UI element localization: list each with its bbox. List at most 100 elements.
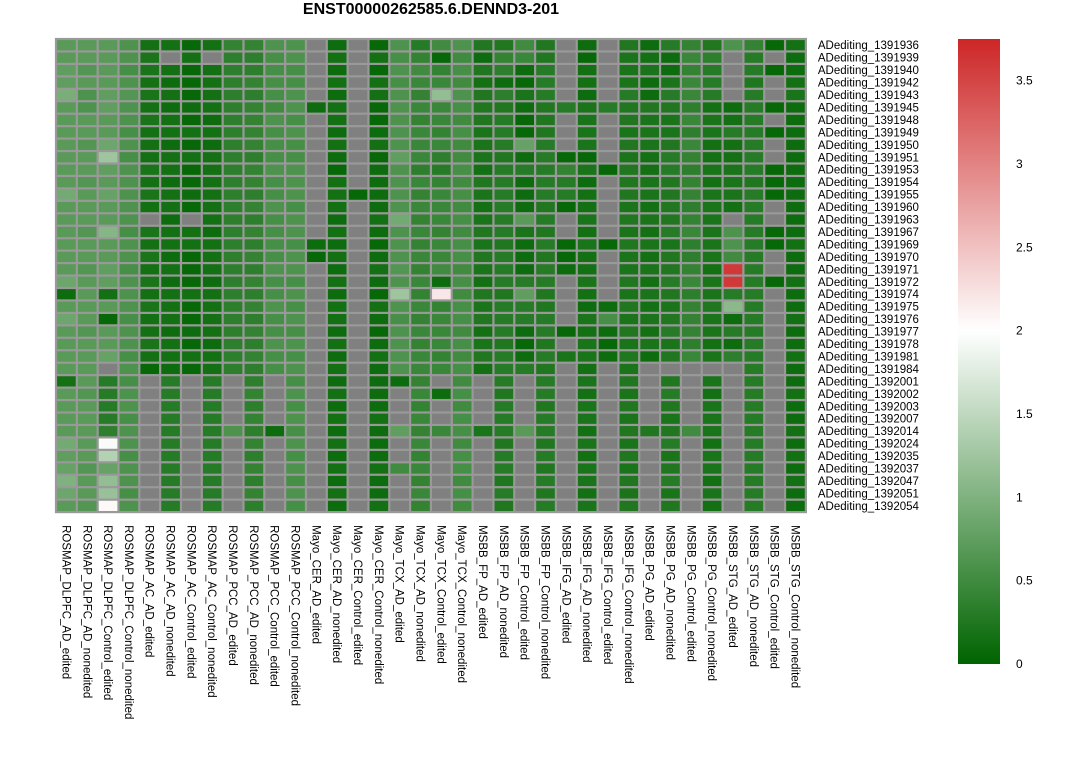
heatmap-cell <box>786 401 805 412</box>
heatmap-cell <box>265 77 285 88</box>
heatmap-cell <box>473 189 493 200</box>
heatmap-cell <box>57 89 76 101</box>
heatmap-cell <box>57 189 76 200</box>
heatmap-cell <box>161 475 180 487</box>
heatmap-cell <box>723 127 743 138</box>
heatmap-cell <box>577 65 597 76</box>
heatmap-cell <box>682 289 701 300</box>
heatmap-cell <box>57 77 76 88</box>
heatmap-cell <box>536 289 555 300</box>
heatmap-cell <box>619 450 639 462</box>
heatmap-cell <box>515 463 534 474</box>
heatmap-cell <box>452 475 472 487</box>
heatmap-cell <box>786 338 805 350</box>
heatmap-cell <box>536 351 555 362</box>
heatmap-cell <box>723 164 743 175</box>
column-label: MSBB_FP_Control_edited <box>518 525 530 660</box>
heatmap-cell <box>473 301 493 312</box>
column-label: ROSMAP_DLPFC_AD_nonedited <box>80 525 92 698</box>
heatmap-cell <box>682 450 701 462</box>
heatmap-cell <box>390 388 410 399</box>
heatmap-cell <box>682 251 701 262</box>
heatmap-cell <box>119 363 139 375</box>
heatmap-cell <box>598 52 618 63</box>
heatmap-cell <box>786 264 805 275</box>
heatmap-cell <box>473 314 493 325</box>
column-label: MSBB_PG_AD_edited <box>643 525 655 641</box>
heatmap-cell <box>744 201 764 213</box>
heatmap-cell <box>536 488 555 499</box>
heatmap-cell <box>494 201 514 213</box>
heatmap-cell <box>307 463 326 474</box>
heatmap-cell <box>432 52 451 63</box>
heatmap-cell <box>411 164 430 175</box>
heatmap-cell <box>702 438 722 449</box>
heatmap-cell <box>286 177 305 188</box>
heatmap-cell <box>702 251 722 262</box>
heatmap-cell <box>140 488 160 499</box>
heatmap-cell <box>161 251 180 262</box>
heatmap-cell <box>661 388 680 399</box>
heatmap-cell <box>765 65 784 76</box>
heatmap-cell <box>702 127 722 138</box>
heatmap-cell <box>619 388 639 399</box>
heatmap-cell <box>494 239 514 250</box>
heatmap-cell <box>536 475 555 487</box>
heatmap-cell <box>661 301 680 312</box>
heatmap-cell <box>327 314 347 325</box>
heatmap-cell <box>536 214 555 225</box>
heatmap-cell <box>452 500 472 511</box>
heatmap-cell <box>515 214 534 225</box>
heatmap-cell <box>411 177 430 188</box>
heatmap-cell <box>223 77 243 88</box>
heatmap-cell <box>557 500 576 511</box>
heatmap-cell <box>640 314 659 325</box>
heatmap-cell <box>661 114 680 126</box>
heatmap-cell <box>57 363 76 375</box>
heatmap-cell <box>390 65 410 76</box>
heatmap-cell <box>161 463 180 474</box>
heatmap-cell <box>786 251 805 262</box>
heatmap-cell <box>640 475 659 487</box>
heatmap-cell <box>98 363 118 375</box>
heatmap-cell <box>348 276 368 287</box>
heatmap-cell <box>577 89 597 101</box>
heatmap-cell <box>327 388 347 399</box>
row-label: ADediting_1391969 <box>818 239 919 251</box>
heatmap-cell <box>536 301 555 312</box>
heatmap-cell <box>744 189 764 200</box>
heatmap-cell <box>702 77 722 88</box>
heatmap-cell <box>98 251 118 262</box>
heatmap-cell <box>723 463 743 474</box>
heatmap-cell <box>390 326 410 337</box>
heatmap-cell <box>598 201 618 213</box>
heatmap-cell <box>473 438 493 449</box>
column-label: ROSMAP_PCC_Control_nonedited <box>289 525 301 706</box>
heatmap-cell <box>182 251 201 262</box>
heatmap-cell <box>161 326 180 337</box>
heatmap-cell <box>202 127 222 138</box>
heatmap-cell <box>244 102 264 113</box>
heatmap-cell <box>598 475 618 487</box>
row-label: ADediting_1391977 <box>818 327 919 339</box>
row-label: ADediting_1391981 <box>818 351 919 363</box>
heatmap-cell <box>536 152 555 163</box>
heatmap-cell <box>223 463 243 474</box>
heatmap-cell <box>536 201 555 213</box>
heatmap-cell <box>723 401 743 412</box>
column-label: Mayo_CER_AD_edited <box>309 525 321 644</box>
column-label: MSBB_STG_Control_nonedited <box>788 525 800 688</box>
heatmap-cell <box>202 376 222 387</box>
heatmap-cell <box>348 226 368 238</box>
heatmap-cell <box>140 450 160 462</box>
heatmap-cell <box>723 65 743 76</box>
heatmap-cell <box>244 152 264 163</box>
heatmap-cell <box>640 301 659 312</box>
heatmap-cell <box>57 276 76 287</box>
heatmap-cell <box>598 376 618 387</box>
heatmap-cell <box>619 164 639 175</box>
heatmap-cell <box>411 301 430 312</box>
heatmap-cell <box>286 488 305 499</box>
heatmap-cell <box>619 52 639 63</box>
heatmap-cell <box>223 139 243 150</box>
